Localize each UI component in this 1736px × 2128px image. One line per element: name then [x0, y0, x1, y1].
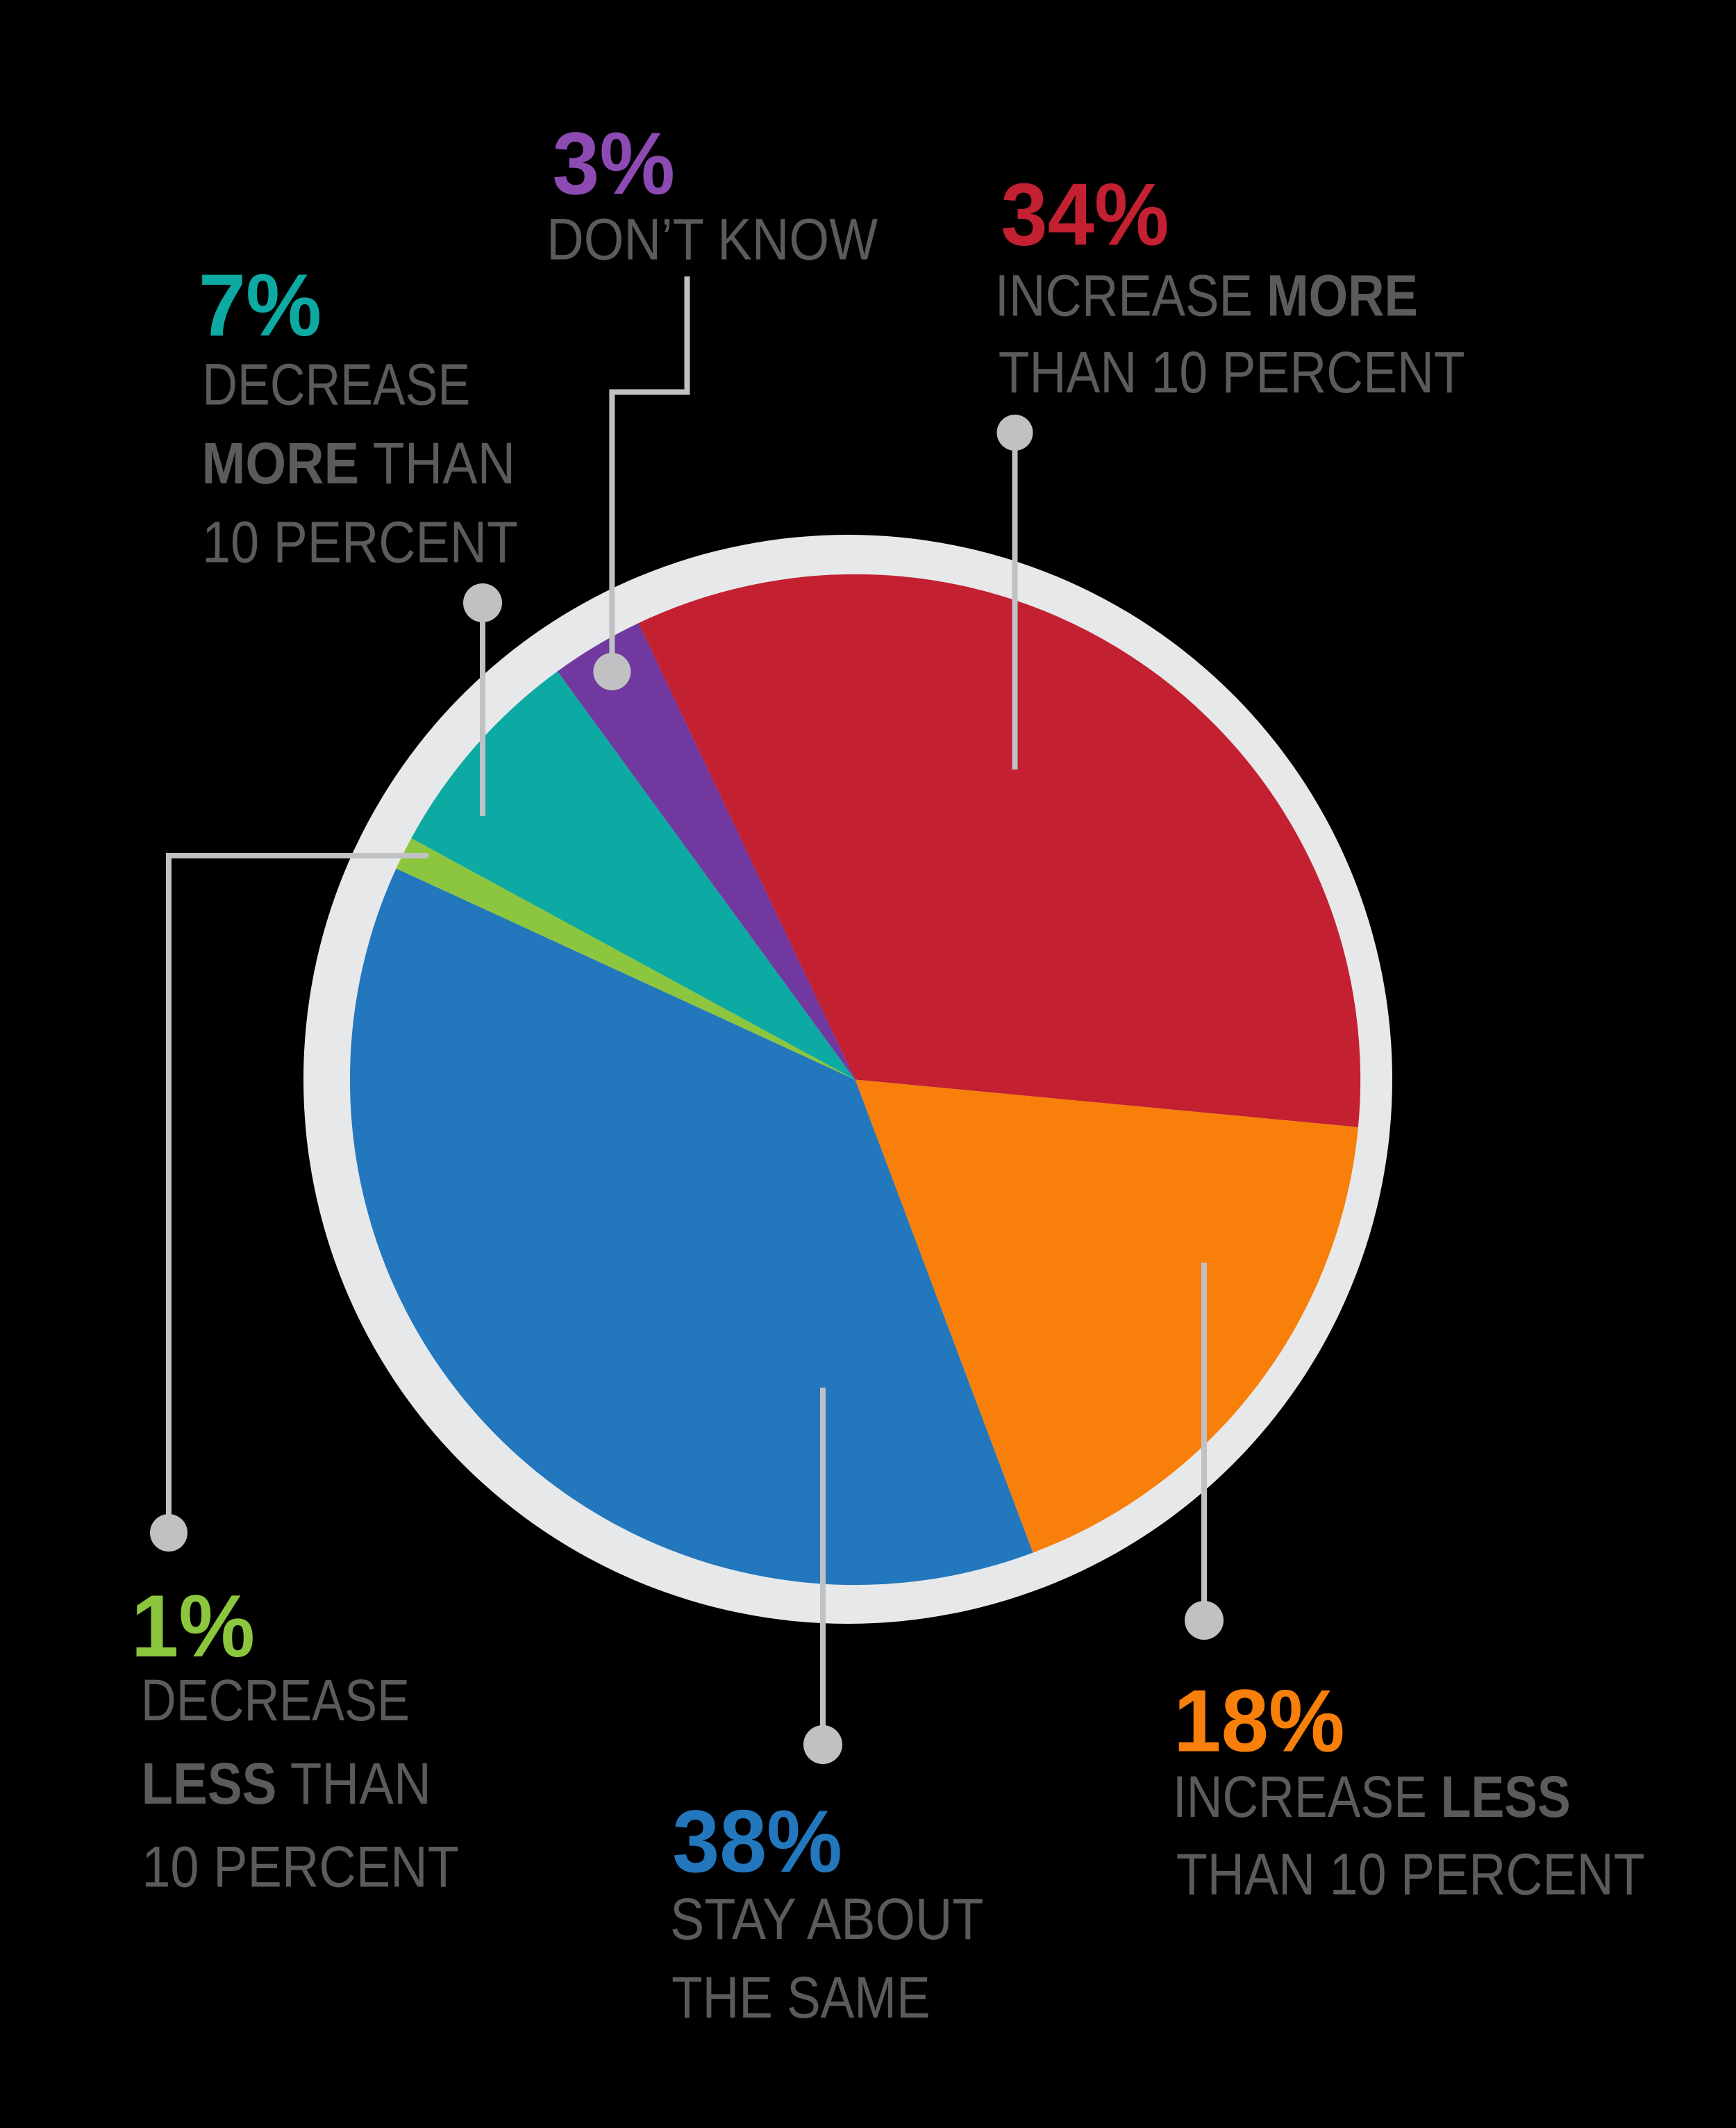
svg-text:THAN 10 PERCENT: THAN 10 PERCENT — [999, 340, 1465, 405]
svg-text:DON’T KNOW: DON’T KNOW — [546, 206, 878, 272]
svg-text:38%: 38% — [672, 1793, 842, 1891]
svg-text:INCREASE MORE: INCREASE MORE — [995, 263, 1418, 329]
svg-text:1%: 1% — [131, 1577, 255, 1675]
svg-text:7%: 7% — [199, 256, 322, 354]
svg-text:18%: 18% — [1174, 1672, 1345, 1770]
svg-text:10 PERCENT: 10 PERCENT — [142, 1834, 459, 1899]
svg-text:STAY ABOUT: STAY ABOUT — [670, 1886, 983, 1952]
svg-text:10 PERCENT: 10 PERCENT — [202, 509, 518, 575]
svg-text:DECREASE: DECREASE — [202, 353, 470, 417]
svg-text:INCREASE LESS: INCREASE LESS — [1173, 1764, 1571, 1830]
svg-text:DECREASE: DECREASE — [141, 1668, 410, 1733]
svg-text:LESS THAN: LESS THAN — [142, 1751, 431, 1816]
svg-text:THE SAME: THE SAME — [671, 1965, 930, 2030]
svg-text:MORE THAN: MORE THAN — [202, 431, 516, 496]
svg-text:3%: 3% — [552, 115, 675, 213]
svg-text:34%: 34% — [1001, 166, 1169, 264]
svg-text:THAN 10 PERCENT: THAN 10 PERCENT — [1176, 1842, 1645, 1907]
